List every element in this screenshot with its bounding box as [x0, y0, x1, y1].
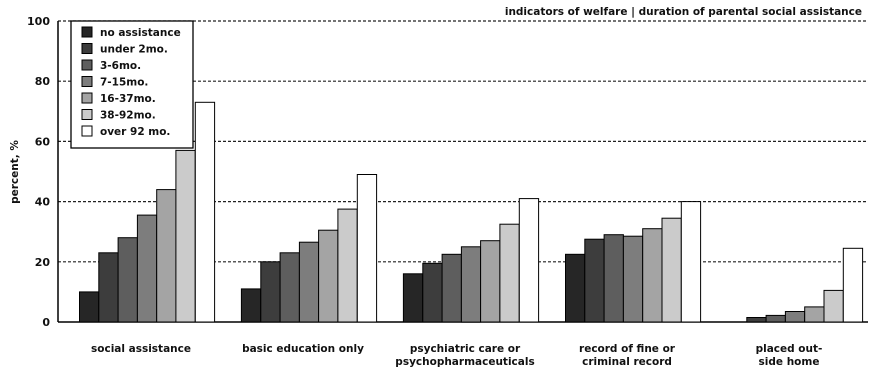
bar [117, 237, 138, 323]
category-label: record of fine or [579, 343, 676, 355]
category-label: criminal record [582, 356, 672, 368]
bar [422, 262, 443, 323]
bar [175, 149, 196, 323]
legend-entry: 7-15mo. [100, 77, 148, 89]
category-label: social assistance [91, 343, 191, 355]
category-label: basic education only [242, 343, 364, 355]
bar [784, 311, 806, 323]
bar [136, 214, 158, 323]
bar [603, 234, 624, 323]
legend-entry: 16-37mo. [100, 93, 156, 105]
legend-entry: under 2mo. [100, 44, 168, 56]
bars [79, 101, 864, 323]
bar [98, 252, 119, 323]
bar [79, 291, 100, 323]
bar [240, 288, 262, 323]
bar [746, 317, 767, 323]
bar [318, 229, 339, 323]
bar [480, 240, 501, 323]
legend-entry: no assistance [100, 27, 181, 39]
bar [565, 253, 586, 323]
bar [642, 228, 663, 323]
legend-swatch [81, 59, 93, 71]
bar [279, 252, 300, 323]
chart-title: indicators of welfare | duration of pare… [505, 6, 862, 18]
legend-swatch [81, 92, 93, 104]
bar [356, 174, 378, 323]
bar [441, 253, 462, 323]
y-tick-label: 20 [35, 256, 51, 269]
bar [765, 314, 786, 323]
legend-entry: 3-6mo. [100, 60, 141, 72]
bar [194, 101, 216, 323]
bar [337, 208, 358, 323]
bar [402, 273, 424, 323]
bar [622, 235, 644, 323]
legend-swatch [81, 109, 93, 120]
legend-entry: over 92 mo. [100, 126, 170, 138]
y-tick-label: 0 [42, 316, 50, 329]
category-label: side home [759, 356, 820, 368]
bar [260, 261, 281, 323]
bar [499, 223, 520, 323]
bar [680, 201, 702, 323]
category-label: psychopharmaceuticals [395, 356, 534, 368]
category-labels: social assistance basic education only psy… [91, 343, 822, 368]
legend-entry: 38-92mo. [100, 110, 156, 122]
bar [804, 306, 825, 323]
y-axis-label: percent, % [9, 140, 21, 204]
y-tick-label: 100 [27, 15, 50, 28]
category-label: placed out- [756, 343, 823, 355]
bar [661, 217, 682, 323]
category-label: psychiatric care or [410, 343, 521, 355]
y-tick-label: 80 [35, 75, 51, 88]
legend-swatch [81, 76, 93, 87]
y-tick-label: 40 [35, 196, 51, 209]
bar [156, 189, 177, 323]
bar [518, 198, 540, 323]
bar [823, 289, 844, 323]
bar [842, 247, 864, 323]
bar [584, 238, 605, 323]
legend: no assistance under 2mo. 3-6mo. 7-15mo. 16-3… [70, 20, 194, 149]
bar [298, 241, 320, 323]
legend-swatch [81, 43, 93, 54]
legend-swatch [81, 125, 93, 137]
legend-swatch [81, 26, 93, 38]
bar [460, 246, 482, 323]
y-tick-labels: 0 20 40 60 80 100 [27, 15, 50, 329]
y-tick-label: 60 [35, 135, 51, 148]
